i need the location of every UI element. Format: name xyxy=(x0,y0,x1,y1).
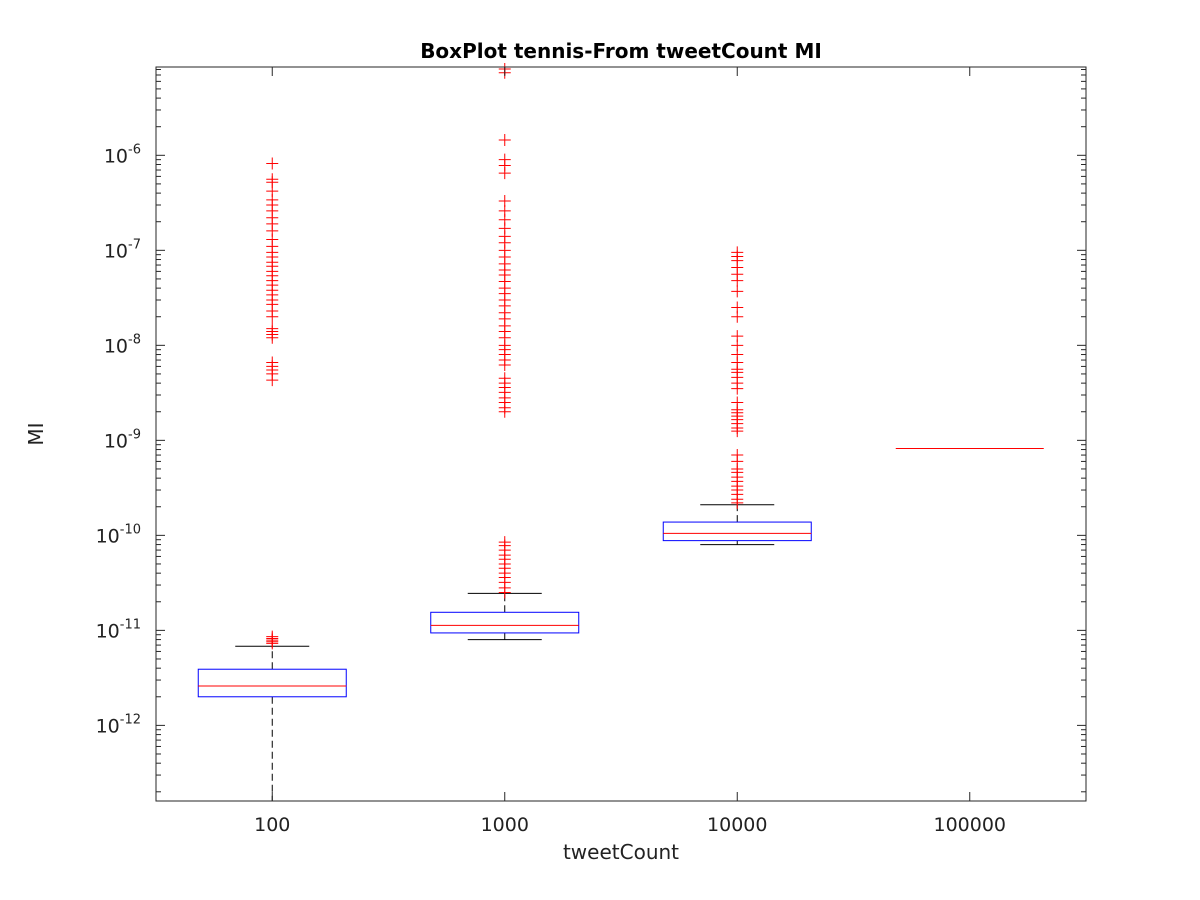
x-tick-label: 10000 xyxy=(707,814,767,836)
outlier-marker xyxy=(266,630,279,643)
axis-ticks xyxy=(156,67,1086,801)
y-tick-label: 10-9 xyxy=(104,427,141,452)
box-group xyxy=(430,62,580,641)
outlier-marker xyxy=(266,173,279,186)
y-tick-label: 10-7 xyxy=(104,237,141,262)
tick-labels: 10-12 10-11 10-10 10-9 10-8 10-7 10-6 100 1000 10… xyxy=(96,142,1006,836)
outlier-marker xyxy=(498,195,511,208)
outlier-marker xyxy=(498,536,511,549)
outlier-marker xyxy=(498,153,511,166)
outlier-marker xyxy=(498,372,511,385)
y-tick-label: 10-6 xyxy=(104,142,141,167)
axes-frame xyxy=(155,66,1087,802)
outlier-marker xyxy=(731,330,744,343)
y-axis-label: MI xyxy=(24,422,48,445)
y-tick-label: 10-12 xyxy=(96,712,141,737)
box-iqr xyxy=(662,521,812,542)
chart-title: BoxPlot tennis-From tweetCount MI xyxy=(420,39,822,63)
box-iqr xyxy=(197,668,347,698)
y-tick-label: 10-10 xyxy=(96,522,141,547)
x-tick-label: 100000 xyxy=(933,814,1006,836)
box-group xyxy=(662,246,812,546)
outlier-marker xyxy=(266,356,279,369)
x-tick-label: 100 xyxy=(254,814,290,836)
outlier-marker xyxy=(498,133,511,146)
plot-area xyxy=(156,67,1086,801)
y-tick-label: 10-11 xyxy=(96,617,141,642)
outlier-marker xyxy=(731,396,744,409)
x-axis-label: tweetCount xyxy=(563,840,679,864)
x-tick-label: 1000 xyxy=(481,814,529,836)
outlier-marker xyxy=(266,322,279,335)
box-iqr xyxy=(430,611,580,634)
outlier-marker xyxy=(266,157,279,170)
y-tick-label: 10-8 xyxy=(104,332,141,357)
outlier-marker xyxy=(731,285,744,298)
outlier-marker xyxy=(731,301,744,314)
outlier-marker xyxy=(731,246,744,259)
outlier-marker xyxy=(731,449,744,462)
